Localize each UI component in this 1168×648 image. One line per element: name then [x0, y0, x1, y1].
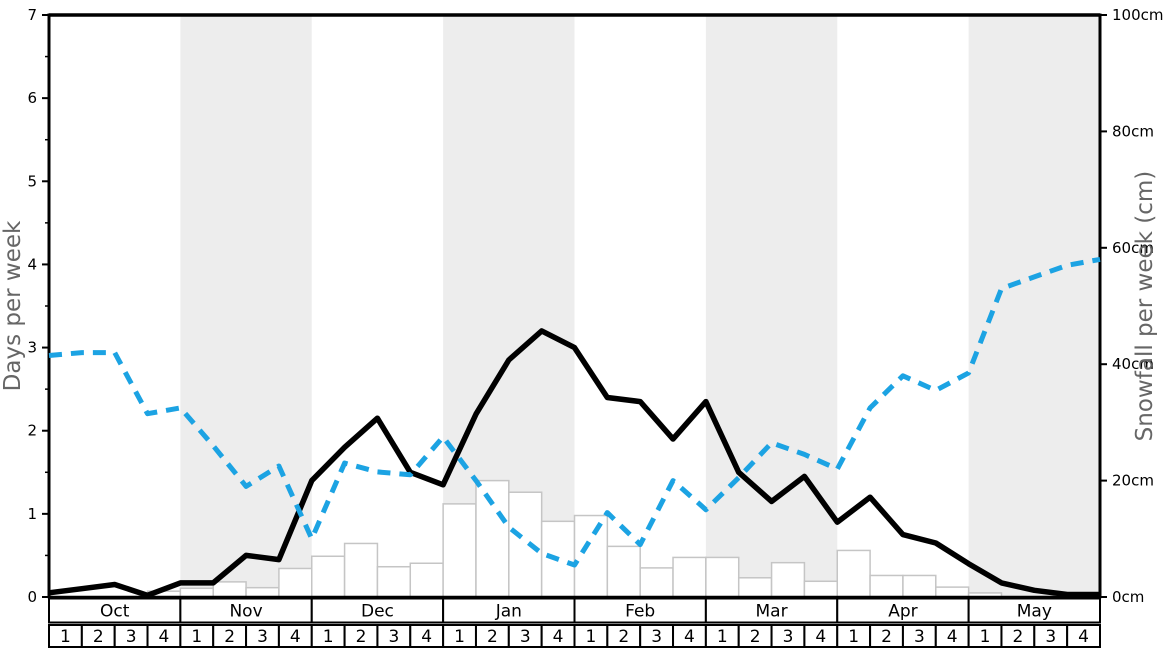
left-tick-label: 5 — [27, 172, 37, 190]
month-label-dec: Dec — [361, 602, 394, 622]
snowfall-bar-week-23 — [770, 561, 806, 598]
month-label-oct: Oct — [100, 602, 130, 622]
week-label-oct-2: 2 — [93, 627, 104, 647]
week-label-may-2: 2 — [1012, 627, 1023, 647]
snowfall-bar-week-8 — [278, 567, 313, 598]
week-label-apr-3: 3 — [914, 627, 925, 647]
left-axis: 0 1 2 3 4 5 6 7 Days per week — [0, 6, 49, 606]
week-label-feb-1: 1 — [586, 627, 597, 647]
week-cell-may-4 — [1066, 624, 1101, 648]
snowfall-bar-week-24 — [803, 580, 838, 598]
month-cell-jan — [442, 597, 576, 624]
week-label-apr-1: 1 — [848, 627, 859, 647]
week-label-mar-2: 2 — [750, 627, 761, 647]
right-tick-label: 40cm — [1112, 355, 1154, 373]
snowfall-bar-week-7 — [245, 586, 280, 598]
week-label-oct-4: 4 — [159, 627, 170, 647]
month-week-table: Oct 1 2 3 4 Nov 1 2 3 4 Dec 1 2 3 4 Jan 1 2 3 4 Feb 1 2 3 4 Mar 1 2… — [48, 597, 1101, 648]
snowfall-bar-week-21 — [705, 556, 740, 598]
snowfall-bar-week-13 — [442, 503, 477, 598]
days-per-week-line — [48, 328, 1100, 599]
week-label-may-3: 3 — [1045, 627, 1056, 647]
month-cell-nov — [179, 597, 313, 624]
snowfall-bar-week-27 — [902, 574, 937, 598]
month-label-may: May — [1017, 602, 1052, 622]
left-tick-label: 6 — [27, 89, 37, 107]
week-label-jan-3: 3 — [520, 627, 531, 647]
week-label-oct-3: 3 — [126, 627, 137, 647]
snowfall-bar-week-11 — [376, 565, 412, 598]
left-tick-label: 0 — [27, 588, 37, 606]
left-tick-label: 2 — [27, 422, 37, 440]
week-label-apr-2: 2 — [881, 627, 892, 647]
week-label-nov-2: 2 — [224, 627, 235, 647]
snowfall-bar-week-18 — [606, 545, 641, 598]
month-label-apr: Apr — [888, 602, 917, 622]
month-label-jan: Jan — [495, 602, 522, 622]
month-cell-feb — [573, 597, 707, 624]
week-label-dec-3: 3 — [388, 627, 399, 647]
snowfall-bar-week-6 — [212, 581, 247, 598]
plot-spines — [47, 13, 1102, 599]
week-label-apr-4: 4 — [947, 627, 958, 647]
shaded-band-mar — [705, 15, 838, 597]
left-tick-label: 7 — [27, 6, 37, 24]
week-label-feb-3: 3 — [651, 627, 662, 647]
shaded-band-may — [968, 15, 1100, 597]
snowfall-bar-week-14 — [475, 479, 510, 598]
snowfall-bar-week-28 — [935, 586, 970, 598]
week-label-nov-1: 1 — [191, 627, 202, 647]
right-tick-label: 80cm — [1112, 122, 1154, 140]
month-label-mar: Mar — [756, 602, 788, 622]
right-tick-label: 100cm — [1112, 6, 1164, 24]
week-label-nov-3: 3 — [257, 627, 268, 647]
week-label-mar-4: 4 — [815, 627, 826, 647]
month-shading-bands — [180, 15, 1100, 597]
snowfall-bar-week-26 — [869, 574, 904, 598]
right-axis: 0cm 20cm 40cm 60cm 80cm 100cm Snowfall per wee… — [1100, 6, 1164, 606]
left-tick-label: 4 — [27, 255, 37, 273]
week-label-dec-4: 4 — [421, 627, 432, 647]
snowfall-bar-week-25 — [836, 549, 871, 598]
right-axis-title: Snowfall per week (cm) — [1132, 171, 1158, 442]
week-label-feb-4: 4 — [684, 627, 695, 647]
week-label-jan-2: 2 — [487, 627, 498, 647]
week-label-feb-2: 2 — [618, 627, 629, 647]
snowfall-bar-week-9 — [311, 555, 346, 598]
weekly-snowfall-bars — [146, 479, 1003, 598]
week-label-dec-1: 1 — [323, 627, 334, 647]
shaded-band-nov — [180, 15, 312, 597]
month-cell-may — [967, 597, 1101, 624]
week-label-mar-1: 1 — [717, 627, 728, 647]
snowfall-bar-week-15 — [508, 491, 543, 598]
week-label-nov-4: 4 — [290, 627, 301, 647]
snowfall-bar-week-10 — [343, 542, 379, 598]
snowfall-bar-week-12 — [409, 562, 444, 598]
month-cell-mar — [704, 597, 839, 624]
snowfall-bar-week-22 — [737, 577, 773, 598]
right-tick-label: 20cm — [1112, 472, 1154, 490]
week-label-may-1: 1 — [980, 627, 991, 647]
week-label-jan-1: 1 — [454, 627, 465, 647]
right-tick-label: 0cm — [1112, 588, 1144, 606]
snowfall-bar-week-5 — [179, 587, 214, 598]
left-tick-label: 3 — [27, 339, 37, 357]
week-label-dec-2: 2 — [356, 627, 367, 647]
week-label-may-4: 4 — [1078, 627, 1089, 647]
week-label-mar-3: 3 — [783, 627, 794, 647]
right-tick-label: 60cm — [1112, 239, 1154, 257]
week-label-oct-1: 1 — [60, 627, 71, 647]
month-label-nov: Nov — [229, 602, 262, 622]
month-cell-dec — [310, 597, 445, 624]
snowfall-bar-week-19 — [639, 567, 674, 598]
week-label-jan-4: 4 — [553, 627, 564, 647]
snowfall-per-week-line — [48, 256, 1101, 568]
month-label-feb: Feb — [625, 602, 655, 622]
snowfall-bar-week-17 — [573, 514, 609, 598]
left-axis-title: Days per week — [0, 220, 26, 391]
snowfall-bar-week-20 — [672, 556, 707, 598]
left-tick-label: 1 — [27, 505, 37, 523]
